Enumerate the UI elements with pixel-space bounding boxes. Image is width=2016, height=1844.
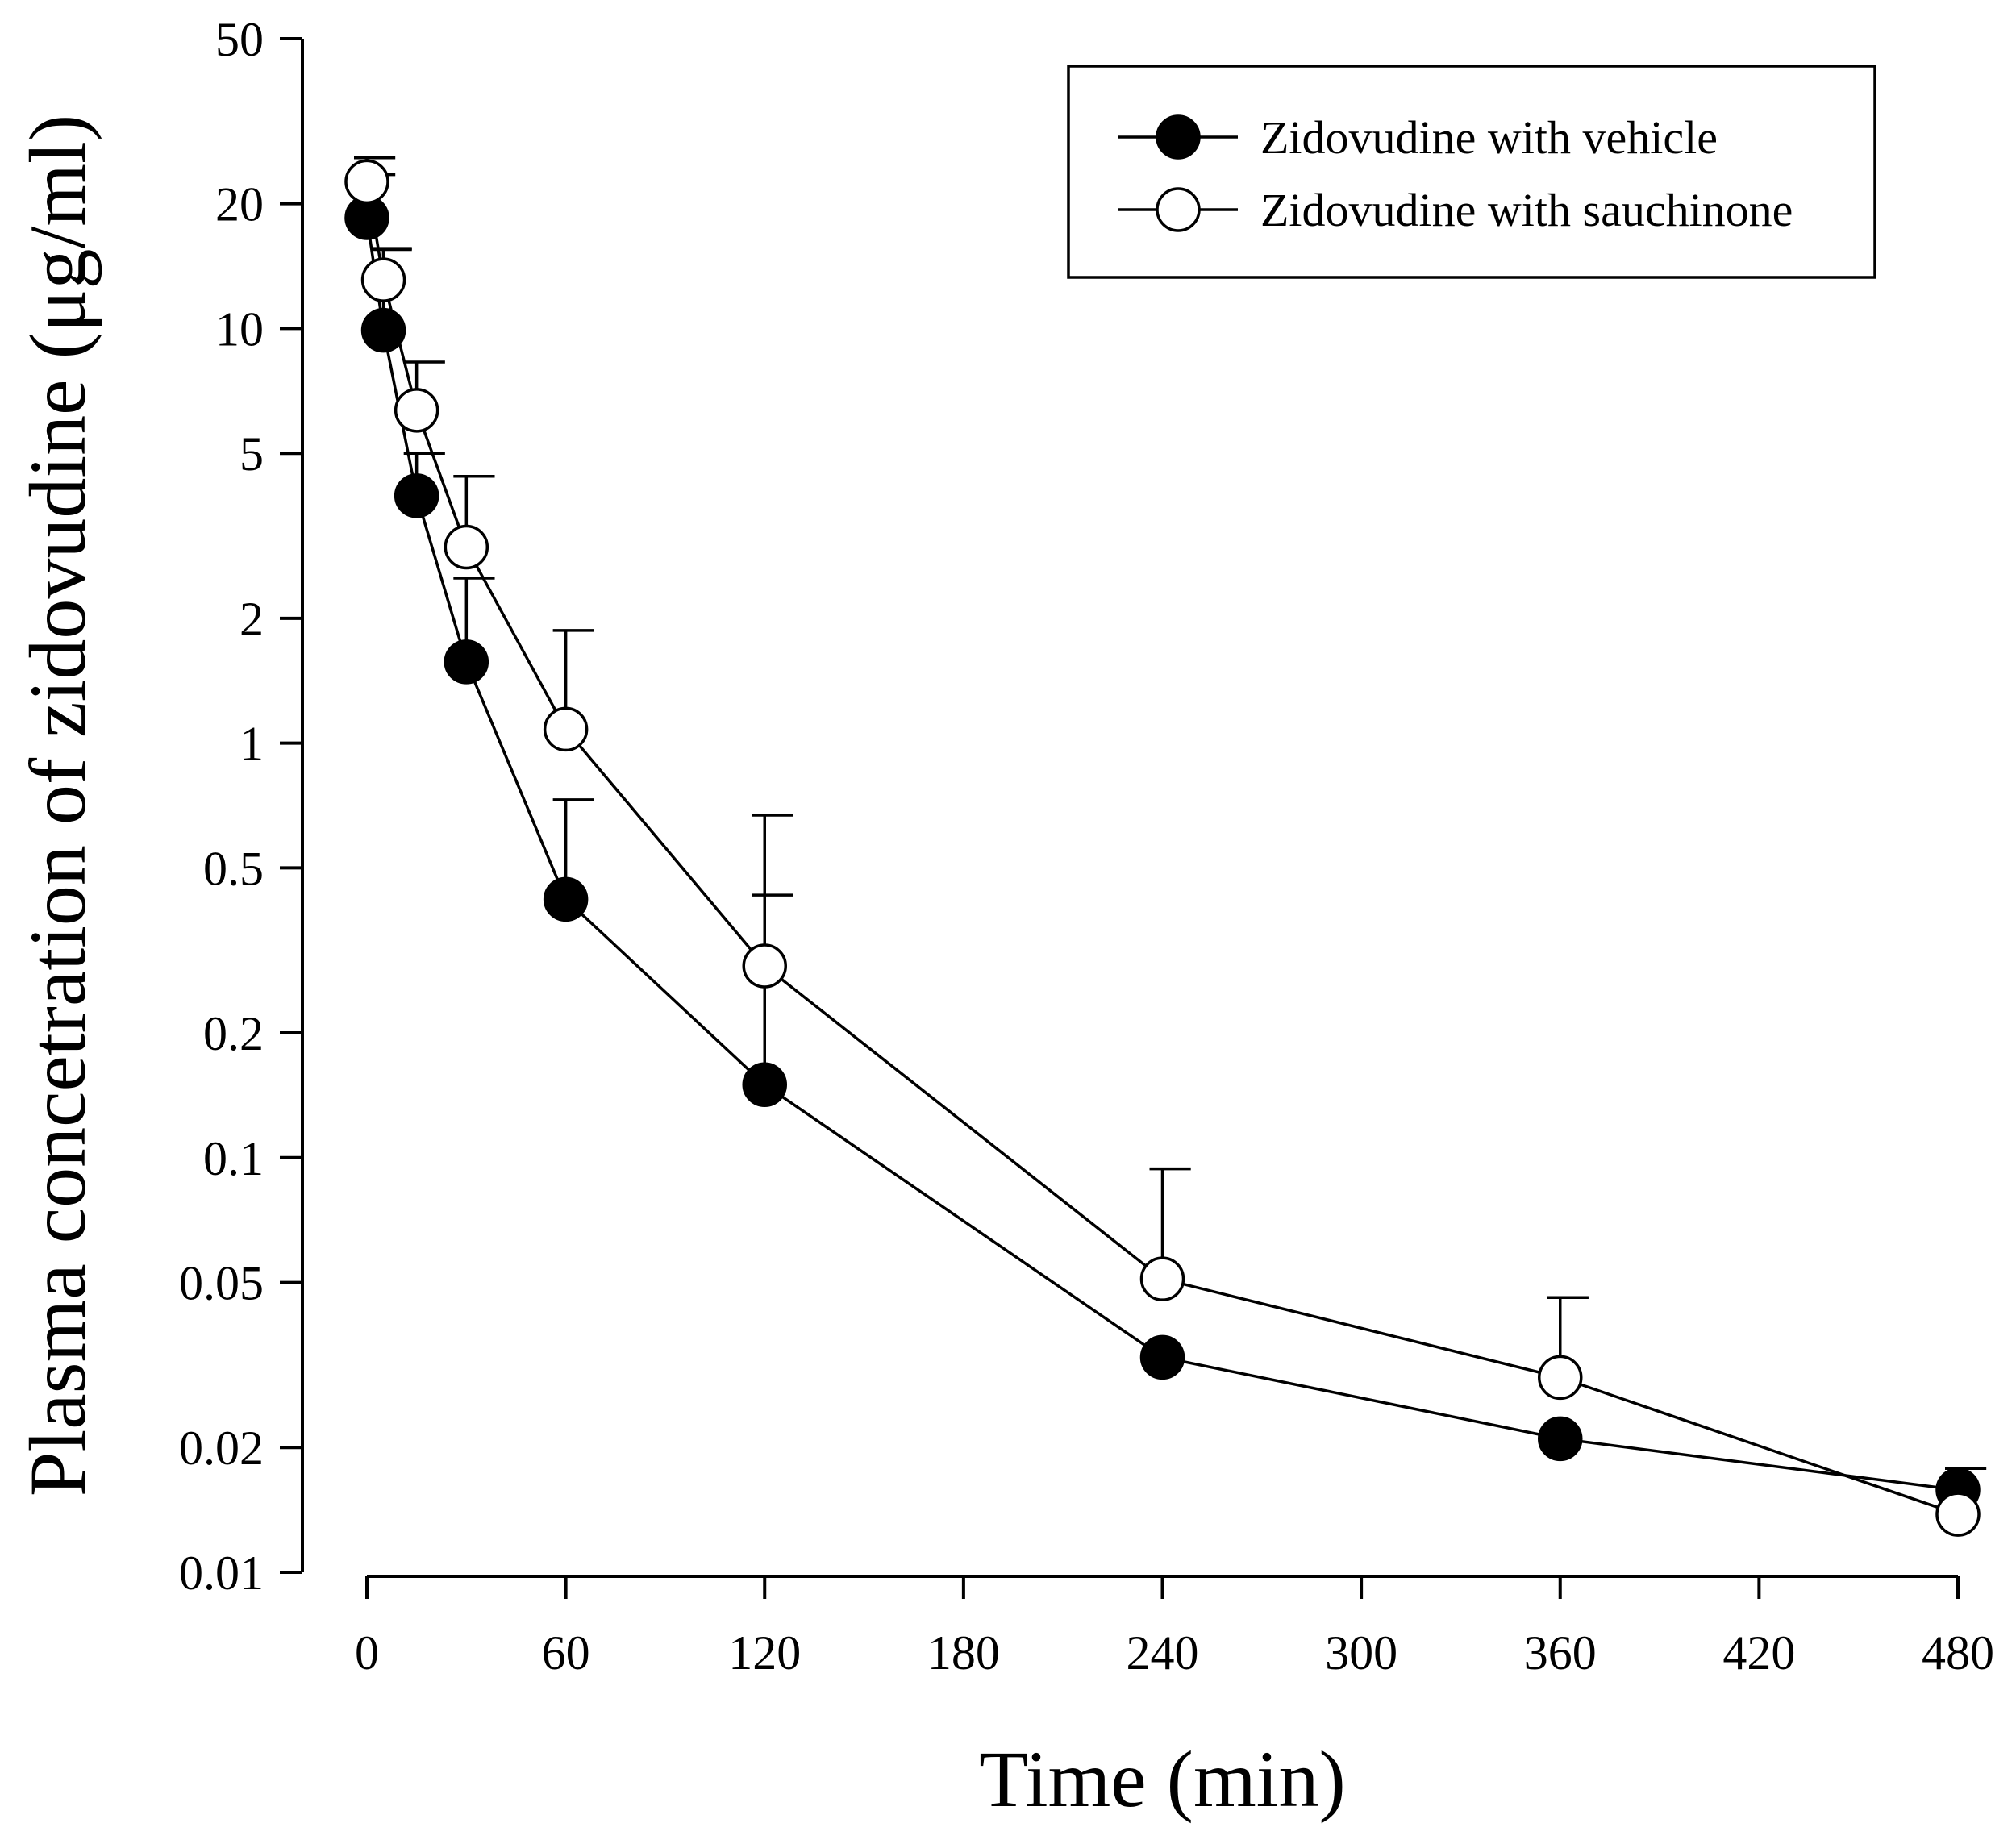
y-tick-label: 10 bbox=[215, 302, 264, 356]
data-point-filled bbox=[742, 1062, 787, 1108]
data-point-filled bbox=[1139, 1334, 1185, 1380]
y-tick-label: 1 bbox=[240, 718, 264, 771]
x-tick-label: 60 bbox=[542, 1626, 590, 1680]
x-tick-label: 480 bbox=[1922, 1626, 1994, 1680]
axes: 0.01 0.02 0.05 0.1 0.2 0.5 1 2 5 10 20 50 0 60 120 180 2… bbox=[179, 13, 1994, 1680]
legend-marker bbox=[1156, 114, 1201, 160]
data-point-open bbox=[360, 257, 406, 302]
x-tick-label: 240 bbox=[1127, 1626, 1199, 1680]
y-tick-label: 0.5 bbox=[203, 842, 264, 895]
data-point-filled bbox=[444, 639, 489, 685]
data-point-open bbox=[344, 159, 389, 205]
data-point-filled bbox=[1538, 1416, 1583, 1462]
y-tick-label: 50 bbox=[215, 13, 264, 66]
data-point-open bbox=[742, 943, 787, 989]
data-point-open bbox=[394, 388, 439, 433]
legend-marker bbox=[1156, 187, 1201, 232]
data-point-open bbox=[543, 706, 589, 752]
y-tick-label: 2 bbox=[240, 593, 264, 646]
data-point-filled bbox=[394, 473, 439, 518]
x-tick-label: 420 bbox=[1722, 1626, 1795, 1680]
data-point-filled bbox=[360, 307, 406, 353]
x-tick-label: 180 bbox=[927, 1626, 1000, 1680]
series-2 bbox=[344, 156, 1981, 1537]
x-tick-label: 0 bbox=[355, 1626, 379, 1680]
y-tick-label: 0.05 bbox=[179, 1257, 264, 1310]
legend-label: Zidovudine with sauchinone bbox=[1260, 184, 1793, 236]
legend-box bbox=[1067, 65, 1876, 279]
series-layer bbox=[344, 156, 1987, 1537]
x-axis-title: Time (min) bbox=[979, 1734, 1346, 1824]
data-point-open bbox=[1935, 1492, 1981, 1537]
legend: Zidovudine with vehicle Zidovudine with s… bbox=[1067, 65, 1876, 279]
y-tick-label: 20 bbox=[215, 178, 264, 231]
y-tick-label: 0.01 bbox=[179, 1546, 264, 1600]
x-tick-label: 120 bbox=[728, 1626, 801, 1680]
y-tick-label: 0.02 bbox=[179, 1422, 264, 1475]
y-axis-title: Plasma concetration of zidovudine (μg/ml… bbox=[13, 114, 102, 1496]
data-point-filled bbox=[543, 876, 589, 922]
x-tick-label: 360 bbox=[1524, 1626, 1597, 1680]
y-tick-label: 0.1 bbox=[203, 1132, 264, 1185]
data-point-open bbox=[1538, 1355, 1583, 1401]
y-tick-label: 5 bbox=[240, 427, 264, 481]
data-point-open bbox=[444, 524, 489, 570]
x-tick-label: 300 bbox=[1325, 1626, 1397, 1680]
legend-label: Zidovudine with vehicle bbox=[1260, 111, 1718, 164]
y-tick-label: 0.2 bbox=[203, 1007, 264, 1060]
data-point-open bbox=[1139, 1256, 1185, 1301]
